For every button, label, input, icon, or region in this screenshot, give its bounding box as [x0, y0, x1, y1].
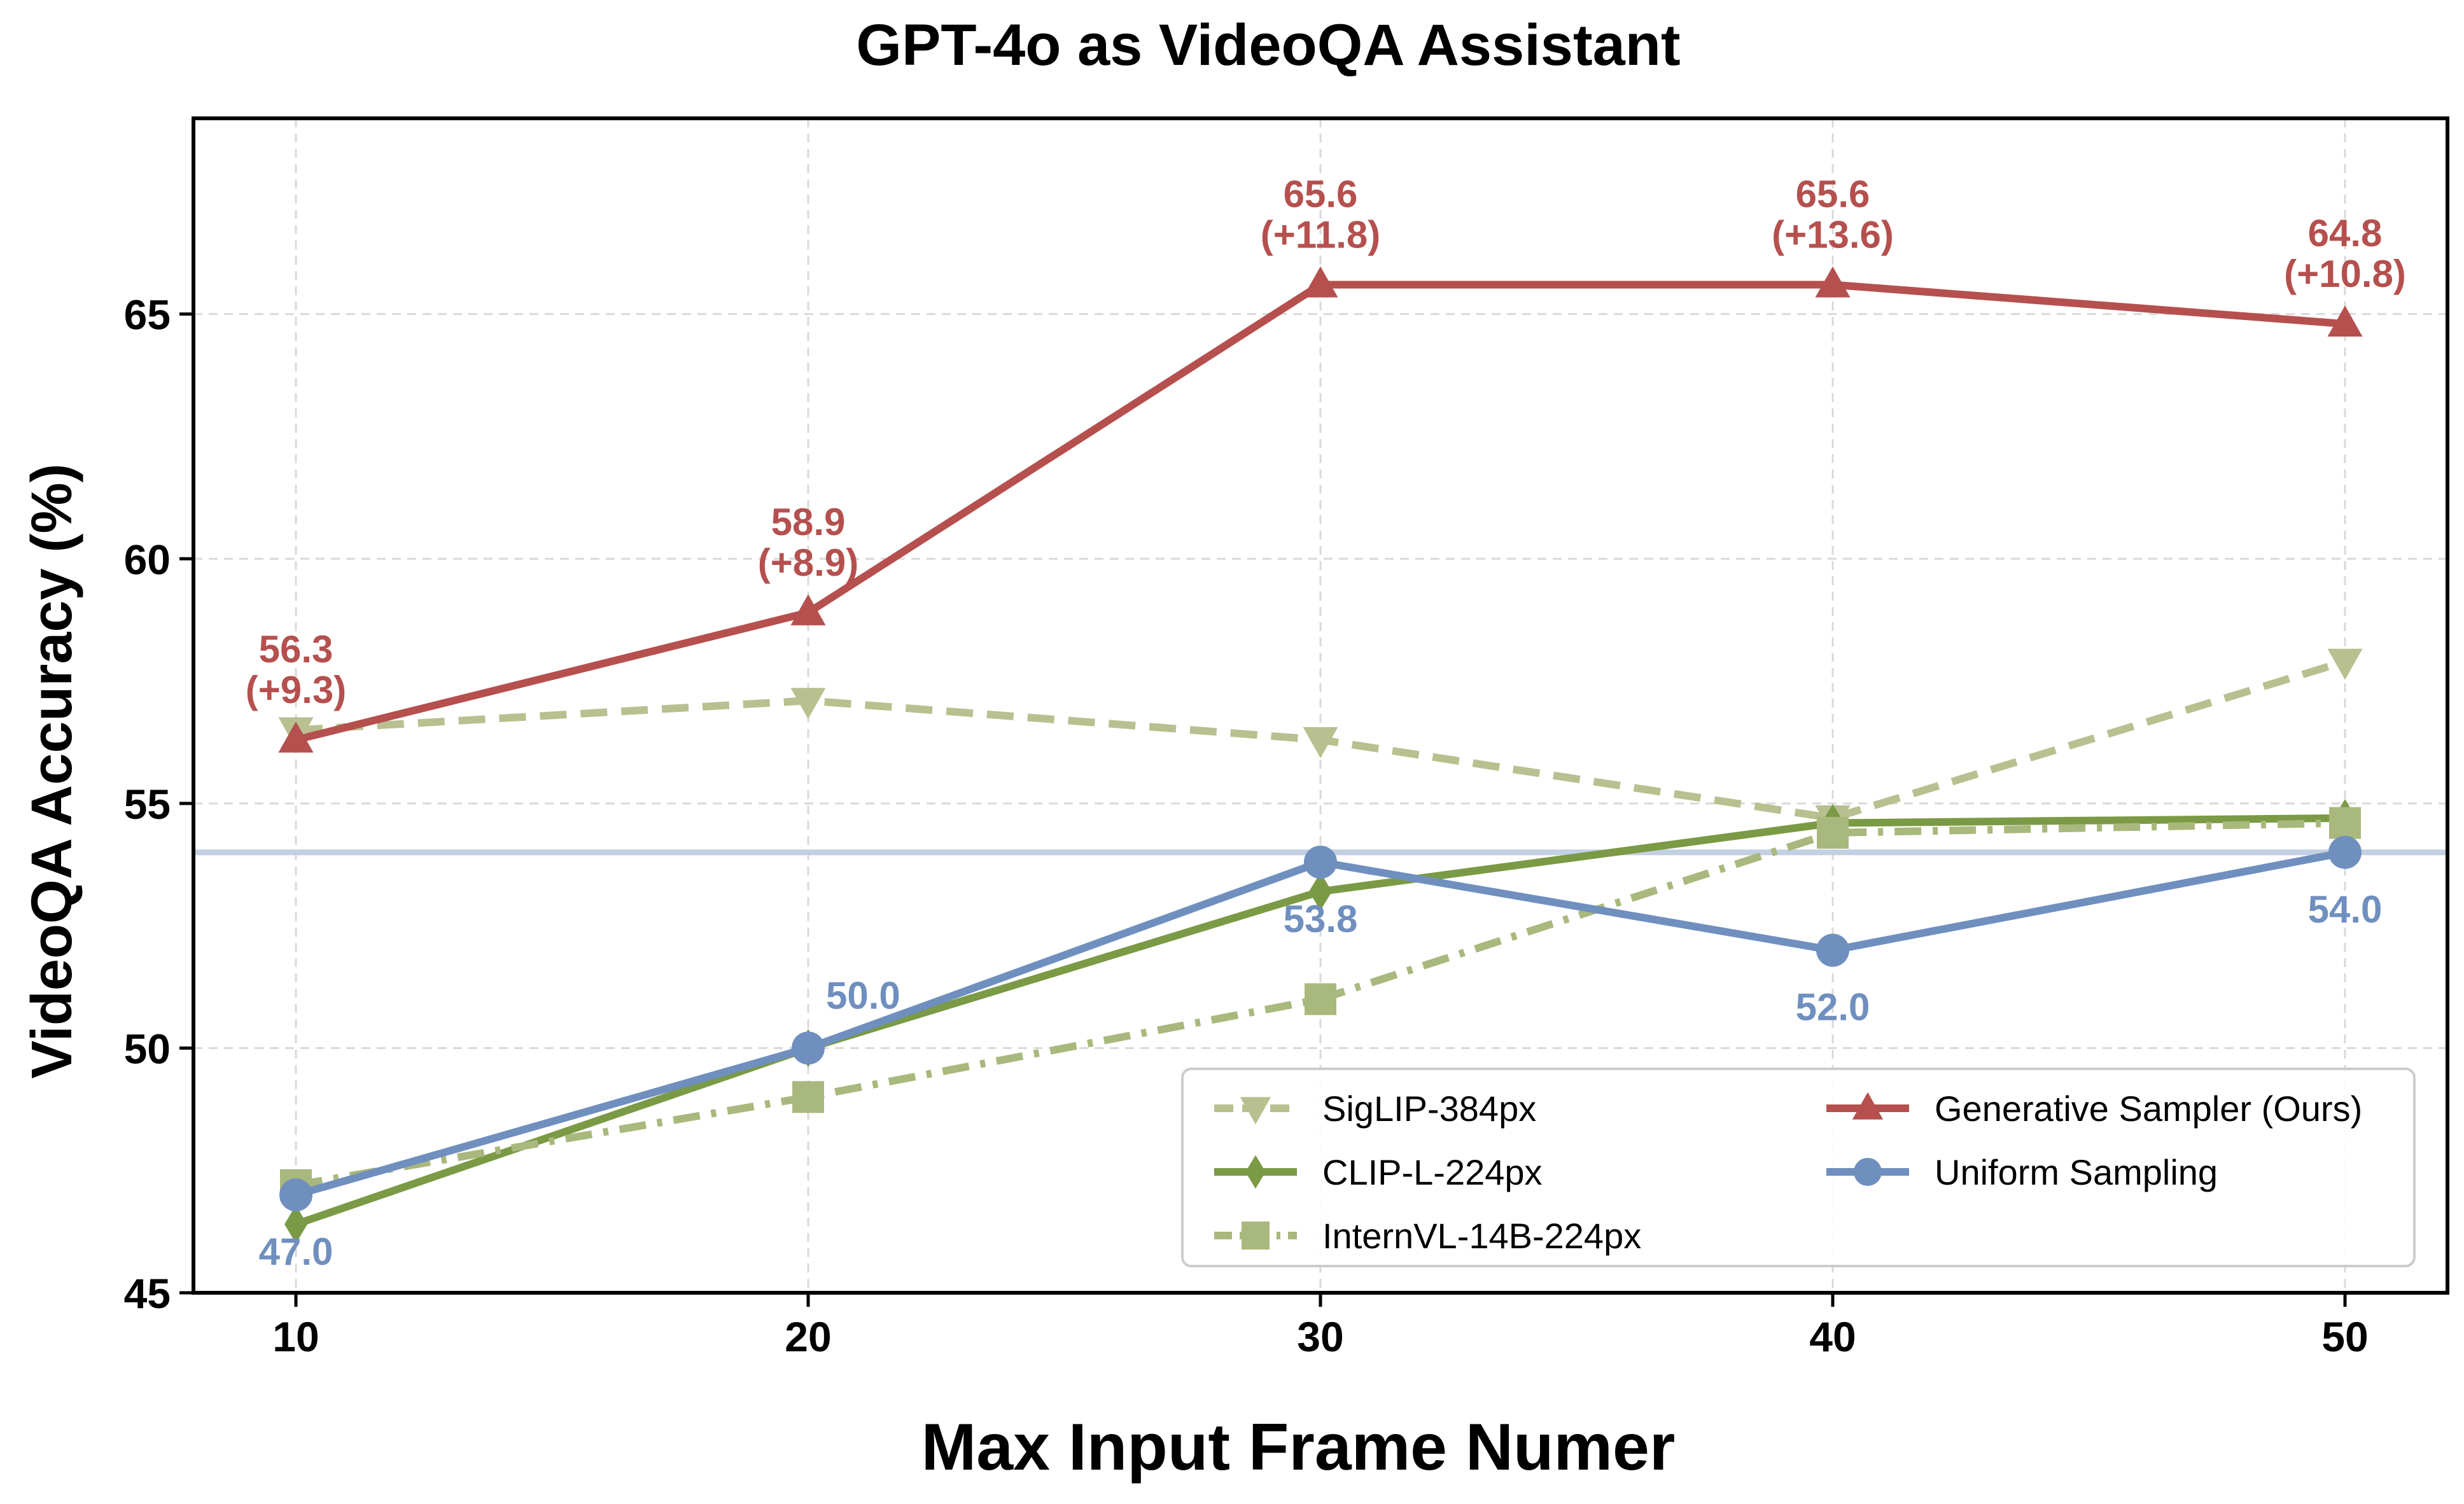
axis-ticks: 10 20 30 40 50 45 50 55 60 65: [124, 291, 2369, 1360]
x-axis-label: Max Input Frame Numer: [921, 1410, 1676, 1484]
data-point: [792, 1081, 824, 1113]
data-point: [278, 721, 314, 753]
legend-swatch-marker: [1242, 1222, 1270, 1250]
legend-label: SigLIP-384px: [1322, 1089, 1536, 1129]
data-point: [2329, 807, 2361, 839]
legend-swatch-marker: [1854, 1158, 1882, 1186]
data-point: [792, 1031, 825, 1065]
series-0: [278, 648, 2363, 837]
plot-frame: [192, 116, 2449, 1295]
series-4: [279, 835, 2362, 1212]
data-point: [1303, 266, 1338, 298]
annotation-value: 58.9: [771, 501, 846, 543]
x-tick-label: 30: [1297, 1313, 1343, 1360]
data-point: [1309, 872, 1332, 911]
legend-label: InternVL-14B-224px: [1322, 1216, 1641, 1256]
annotations-group: 56.3(+9.3)58.9(+8.9)65.6(+11.8)65.6(+13.…: [246, 173, 2406, 1274]
x-tick-label: 50: [2321, 1313, 2368, 1360]
data-point: [1305, 983, 1336, 1015]
annotation-label: 47.0: [259, 1230, 333, 1273]
legend-label: CLIP-L-224px: [1322, 1152, 1543, 1192]
data-point: [2327, 648, 2363, 680]
legend-swatch-marker: [1852, 1092, 1884, 1120]
annotation-value: 65.6: [1284, 173, 1358, 216]
data-point: [279, 1178, 312, 1212]
legend-swatch-marker: [1240, 1097, 1271, 1125]
y-tick-label: 45: [124, 1270, 171, 1317]
data-point: [1816, 933, 1849, 967]
data-point: [2328, 835, 2362, 869]
annotation-delta: (+13.6): [1772, 214, 1894, 256]
annotation-label: 52.0: [1796, 986, 1870, 1029]
series-3: [278, 266, 2363, 753]
data-point: [284, 1205, 307, 1244]
data-point: [1303, 727, 1338, 758]
data-point: [790, 594, 826, 625]
data-point: [790, 688, 826, 720]
data-point: [1817, 816, 1849, 849]
chart-title: GPT-4o as VideoQA Assistant: [856, 13, 1680, 78]
annotation-label: 54.0: [2308, 888, 2383, 931]
annotation-value: 65.6: [1796, 173, 1870, 216]
y-tick-label: 65: [124, 291, 171, 338]
annotation-delta: (+10.8): [2284, 253, 2406, 295]
legend-box: [1181, 1068, 2416, 1267]
legend: SigLIP-384px CLIP-L-224px InternVL-14B-224…: [1181, 1068, 2416, 1267]
y-axis-label: VideoQA Accuracy (%): [20, 464, 84, 1079]
series-group: [278, 266, 2363, 1244]
legend-entry: SigLIP-384px: [1214, 1089, 1536, 1129]
annotation-delta: (+11.8): [1261, 214, 1380, 256]
legend-swatch-marker: [1245, 1155, 1266, 1189]
legend-entry: CLIP-L-224px: [1214, 1152, 1543, 1192]
y-tick-label: 50: [124, 1025, 171, 1072]
legend-entry: InternVL-14B-224px: [1214, 1216, 1641, 1256]
annotation-value: 64.8: [2308, 212, 2383, 254]
x-tick-label: 40: [1809, 1313, 1856, 1360]
y-tick-label: 55: [124, 781, 171, 828]
data-point: [1815, 266, 1851, 298]
x-tick-label: 20: [785, 1313, 831, 1360]
data-point: [1304, 846, 1337, 879]
legend-entry: Uniform Sampling: [1826, 1152, 2218, 1192]
legend-entry: Generative Sampler (Ours): [1826, 1089, 2362, 1129]
x-tick-label: 10: [272, 1313, 319, 1360]
legend-label: Generative Sampler (Ours): [1935, 1089, 2362, 1129]
annotation-delta: (+9.3): [246, 669, 346, 711]
legend-label: Uniform Sampling: [1935, 1152, 2218, 1192]
y-tick-label: 60: [124, 536, 171, 583]
annotation-label: 50.0: [826, 974, 900, 1017]
data-point: [2327, 305, 2363, 337]
annotation-value: 56.3: [259, 628, 333, 671]
annotation-delta: (+8.9): [758, 541, 858, 584]
annotation-label: 53.8: [1284, 898, 1358, 940]
